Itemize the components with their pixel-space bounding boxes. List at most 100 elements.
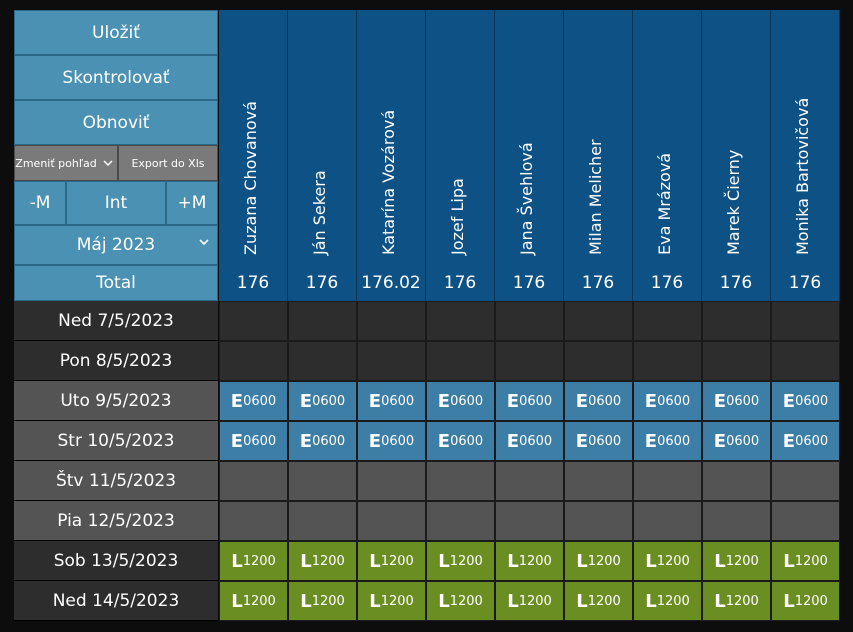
empty-shift-cell[interactable] — [702, 461, 771, 501]
shift-cell[interactable]: E 0600 — [426, 381, 495, 421]
shift-cell[interactable]: E 0600 — [357, 421, 426, 461]
shift-cell[interactable]: E 0600 — [771, 421, 840, 461]
day-label: Pon 8/5/2023 — [14, 341, 218, 381]
shift-cell[interactable]: L 1200 — [564, 581, 633, 621]
empty-shift-cell[interactable] — [357, 301, 426, 341]
empty-shift-cell[interactable] — [426, 461, 495, 501]
shift-cell[interactable]: L 1200 — [357, 581, 426, 621]
shift-cell[interactable]: E 0600 — [495, 421, 564, 461]
empty-shift-cell[interactable] — [771, 461, 840, 501]
check-button[interactable]: Skontrolovať — [14, 55, 218, 100]
empty-shift-cell[interactable] — [633, 301, 702, 341]
shift-cell[interactable]: E 0600 — [771, 381, 840, 421]
shift-cell[interactable]: E 0600 — [357, 381, 426, 421]
empty-shift-cell[interactable] — [288, 341, 357, 381]
shift-cell[interactable]: E 0600 — [219, 381, 288, 421]
shift-cell[interactable]: E 0600 — [495, 381, 564, 421]
shift-cell[interactable]: E 0600 — [288, 421, 357, 461]
shift-code: L — [714, 590, 726, 612]
empty-shift-cell[interactable] — [633, 461, 702, 501]
employee-header[interactable]: Eva Mrázová — [633, 10, 702, 265]
empty-shift-cell[interactable] — [495, 461, 564, 501]
export-xls-button[interactable]: Export do Xls — [118, 145, 218, 181]
shift-cell[interactable]: L 1200 — [219, 541, 288, 581]
shift-cell[interactable]: L 1200 — [633, 541, 702, 581]
shift-cell[interactable]: L 1200 — [288, 581, 357, 621]
shift-cell[interactable]: L 1200 — [357, 541, 426, 581]
shift-cell[interactable]: L 1200 — [495, 541, 564, 581]
empty-shift-cell[interactable] — [495, 501, 564, 541]
empty-shift-cell[interactable] — [219, 341, 288, 381]
empty-shift-cell[interactable] — [495, 341, 564, 381]
empty-shift-cell[interactable] — [219, 461, 288, 501]
employee-header[interactable]: Jana Švehlová — [495, 10, 564, 265]
shift-cell[interactable]: L 1200 — [288, 541, 357, 581]
shift-cell[interactable]: L 1200 — [633, 581, 702, 621]
shift-code: E — [644, 390, 658, 412]
empty-shift-cell[interactable] — [495, 301, 564, 341]
empty-shift-cell[interactable] — [357, 461, 426, 501]
shift-cell[interactable]: L 1200 — [426, 541, 495, 581]
empty-shift-cell[interactable] — [288, 461, 357, 501]
empty-shift-cell[interactable] — [702, 301, 771, 341]
employee-header[interactable]: Marek Čierny — [702, 10, 771, 265]
empty-shift-cell[interactable] — [357, 501, 426, 541]
empty-shift-cell[interactable] — [219, 501, 288, 541]
employee-header[interactable]: Ján Sekera — [288, 10, 357, 265]
shift-cell[interactable]: E 0600 — [702, 381, 771, 421]
empty-shift-cell[interactable] — [633, 501, 702, 541]
chevron-down-icon — [103, 160, 113, 167]
shift-cell[interactable]: E 0600 — [564, 421, 633, 461]
empty-shift-cell[interactable] — [702, 501, 771, 541]
employee-header[interactable]: Jozef Lipa — [426, 10, 495, 265]
prev-month-button[interactable]: -M — [14, 181, 66, 225]
shift-cell[interactable]: E 0600 — [633, 421, 702, 461]
empty-shift-cell[interactable] — [357, 341, 426, 381]
empty-shift-cell[interactable] — [633, 341, 702, 381]
empty-shift-cell[interactable] — [426, 341, 495, 381]
shift-cell[interactable]: E 0600 — [219, 421, 288, 461]
shift-cell[interactable]: L 1200 — [702, 541, 771, 581]
empty-shift-cell[interactable] — [771, 501, 840, 541]
save-button[interactable]: Uložiť — [14, 10, 218, 55]
shift-cell[interactable]: E 0600 — [564, 381, 633, 421]
shift-cell[interactable]: L 1200 — [702, 581, 771, 621]
chevron-down-icon — [199, 239, 209, 246]
shift-code: L — [783, 590, 795, 612]
shift-cell[interactable]: E 0600 — [426, 421, 495, 461]
employee-header[interactable]: Monika Bartovičová — [771, 10, 840, 265]
empty-shift-cell[interactable] — [288, 301, 357, 341]
change-view-dropdown[interactable]: Zmeniť pohľad — [14, 145, 118, 181]
refresh-button[interactable]: Obnoviť — [14, 100, 218, 145]
employee-header[interactable]: Zuzana Chovanová — [219, 10, 288, 265]
shift-code: E — [299, 390, 313, 412]
month-select[interactable]: Máj 2023 — [14, 225, 218, 265]
employee-header[interactable]: Katarína Vozárová — [357, 10, 426, 265]
next-month-button[interactable]: +M — [166, 181, 218, 225]
shift-cell[interactable]: E 0600 — [288, 381, 357, 421]
empty-shift-cell[interactable] — [771, 341, 840, 381]
shift-cell[interactable]: E 0600 — [702, 421, 771, 461]
empty-shift-cell[interactable] — [426, 301, 495, 341]
empty-shift-cell[interactable] — [771, 301, 840, 341]
empty-shift-cell[interactable] — [564, 461, 633, 501]
shift-cell[interactable]: L 1200 — [495, 581, 564, 621]
empty-shift-cell[interactable] — [426, 501, 495, 541]
empty-shift-cell[interactable] — [564, 301, 633, 341]
empty-shift-cell[interactable] — [702, 341, 771, 381]
shift-cell[interactable]: L 1200 — [564, 541, 633, 581]
shift-code: E — [713, 390, 727, 412]
shift-time: 1200 — [449, 593, 483, 609]
interval-button[interactable]: Int — [66, 181, 166, 225]
shift-cell[interactable]: L 1200 — [219, 581, 288, 621]
empty-shift-cell[interactable] — [288, 501, 357, 541]
day-label: Štv 11/5/2023 — [14, 461, 218, 501]
empty-shift-cell[interactable] — [219, 301, 288, 341]
shift-cell[interactable]: E 0600 — [633, 381, 702, 421]
employee-header[interactable]: Milan Melicher — [564, 10, 633, 265]
shift-cell[interactable]: L 1200 — [426, 581, 495, 621]
empty-shift-cell[interactable] — [564, 341, 633, 381]
empty-shift-cell[interactable] — [564, 501, 633, 541]
shift-cell[interactable]: L 1200 — [771, 541, 840, 581]
shift-cell[interactable]: L 1200 — [771, 581, 840, 621]
